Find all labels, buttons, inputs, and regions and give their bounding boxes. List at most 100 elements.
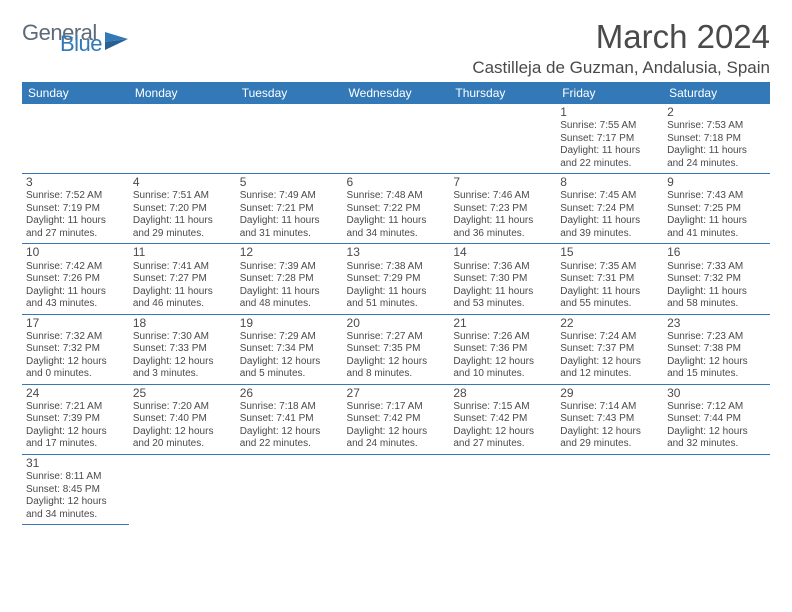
sunset-line: Sunset: 7:40 PM [133, 413, 232, 426]
sunrise-line: Sunrise: 7:38 AM [347, 261, 446, 274]
sunset-line: Sunset: 7:22 PM [347, 203, 446, 216]
sunrise-line: Sunrise: 7:48 AM [347, 190, 446, 203]
sunset-line: Sunset: 7:17 PM [560, 133, 659, 146]
calendar-day-cell: 3Sunrise: 7:52 AMSunset: 7:19 PMDaylight… [22, 174, 129, 244]
day-number: 10 [26, 246, 125, 259]
calendar-empty-cell [343, 104, 450, 174]
sunrise-line: Sunrise: 7:52 AM [26, 190, 125, 203]
daylight-line: Daylight: 12 hours and 17 minutes. [26, 426, 125, 451]
sunrise-line: Sunrise: 7:26 AM [453, 331, 552, 344]
daylight-line: Daylight: 11 hours and 39 minutes. [560, 215, 659, 240]
calendar-empty-cell [22, 104, 129, 174]
calendar-empty-cell [663, 454, 770, 524]
sunset-line: Sunset: 7:32 PM [667, 273, 766, 286]
calendar-day-cell: 21Sunrise: 7:26 AMSunset: 7:36 PMDayligh… [449, 314, 556, 384]
sunrise-line: Sunrise: 7:55 AM [560, 120, 659, 133]
calendar-day-cell: 6Sunrise: 7:48 AMSunset: 7:22 PMDaylight… [343, 174, 450, 244]
daylight-line: Daylight: 11 hours and 46 minutes. [133, 286, 232, 311]
day-number: 20 [347, 317, 446, 330]
calendar-week: 1Sunrise: 7:55 AMSunset: 7:17 PMDaylight… [22, 104, 770, 174]
daylight-line: Daylight: 11 hours and 41 minutes. [667, 215, 766, 240]
sunset-line: Sunset: 7:32 PM [26, 343, 125, 356]
calendar-day-cell: 23Sunrise: 7:23 AMSunset: 7:38 PMDayligh… [663, 314, 770, 384]
sunrise-line: Sunrise: 7:14 AM [560, 401, 659, 414]
sunset-line: Sunset: 7:18 PM [667, 133, 766, 146]
day-number: 5 [240, 176, 339, 189]
logo-blue: Blue [60, 35, 102, 54]
daylight-line: Daylight: 12 hours and 0 minutes. [26, 356, 125, 381]
daylight-line: Daylight: 11 hours and 51 minutes. [347, 286, 446, 311]
daylight-line: Daylight: 11 hours and 22 minutes. [560, 145, 659, 170]
calendar-day-cell: 20Sunrise: 7:27 AMSunset: 7:35 PMDayligh… [343, 314, 450, 384]
daylight-line: Daylight: 12 hours and 5 minutes. [240, 356, 339, 381]
daylight-line: Daylight: 12 hours and 22 minutes. [240, 426, 339, 451]
daylight-line: Daylight: 12 hours and 29 minutes. [560, 426, 659, 451]
calendar-table: SundayMondayTuesdayWednesdayThursdayFrid… [22, 82, 770, 525]
sunrise-line: Sunrise: 7:51 AM [133, 190, 232, 203]
day-number: 21 [453, 317, 552, 330]
day-number: 22 [560, 317, 659, 330]
sunset-line: Sunset: 7:20 PM [133, 203, 232, 216]
sunset-line: Sunset: 7:30 PM [453, 273, 552, 286]
day-number: 13 [347, 246, 446, 259]
day-number: 12 [240, 246, 339, 259]
calendar-day-cell: 26Sunrise: 7:18 AMSunset: 7:41 PMDayligh… [236, 384, 343, 454]
daylight-line: Daylight: 12 hours and 24 minutes. [347, 426, 446, 451]
sunset-line: Sunset: 7:24 PM [560, 203, 659, 216]
calendar-day-cell: 8Sunrise: 7:45 AMSunset: 7:24 PMDaylight… [556, 174, 663, 244]
sunset-line: Sunset: 7:28 PM [240, 273, 339, 286]
sunrise-line: Sunrise: 7:35 AM [560, 261, 659, 274]
day-number: 3 [26, 176, 125, 189]
calendar-day-cell: 28Sunrise: 7:15 AMSunset: 7:42 PMDayligh… [449, 384, 556, 454]
sunrise-line: Sunrise: 7:32 AM [26, 331, 125, 344]
sunrise-line: Sunrise: 7:18 AM [240, 401, 339, 414]
flag-icon [104, 29, 130, 51]
sunset-line: Sunset: 7:27 PM [133, 273, 232, 286]
sunrise-line: Sunrise: 7:45 AM [560, 190, 659, 203]
daylight-line: Daylight: 12 hours and 3 minutes. [133, 356, 232, 381]
sunset-line: Sunset: 7:36 PM [453, 343, 552, 356]
calendar-day-cell: 16Sunrise: 7:33 AMSunset: 7:32 PMDayligh… [663, 244, 770, 314]
daylight-line: Daylight: 11 hours and 36 minutes. [453, 215, 552, 240]
daylight-line: Daylight: 11 hours and 55 minutes. [560, 286, 659, 311]
sunrise-line: Sunrise: 7:30 AM [133, 331, 232, 344]
sunrise-line: Sunrise: 7:17 AM [347, 401, 446, 414]
calendar-day-cell: 24Sunrise: 7:21 AMSunset: 7:39 PMDayligh… [22, 384, 129, 454]
sunrise-line: Sunrise: 7:33 AM [667, 261, 766, 274]
sunrise-line: Sunrise: 7:24 AM [560, 331, 659, 344]
calendar-day-cell: 12Sunrise: 7:39 AMSunset: 7:28 PMDayligh… [236, 244, 343, 314]
sunset-line: Sunset: 7:41 PM [240, 413, 339, 426]
day-number: 24 [26, 387, 125, 400]
day-number: 26 [240, 387, 339, 400]
calendar-day-cell: 31Sunrise: 8:11 AMSunset: 8:45 PMDayligh… [22, 454, 129, 524]
calendar-week: 10Sunrise: 7:42 AMSunset: 7:26 PMDayligh… [22, 244, 770, 314]
month-title: March 2024 [472, 18, 770, 56]
day-number: 9 [667, 176, 766, 189]
daylight-line: Daylight: 12 hours and 12 minutes. [560, 356, 659, 381]
calendar-day-cell: 9Sunrise: 7:43 AMSunset: 7:25 PMDaylight… [663, 174, 770, 244]
sunrise-line: Sunrise: 7:36 AM [453, 261, 552, 274]
logo: General Blue [22, 18, 130, 53]
calendar-empty-cell [129, 104, 236, 174]
day-number: 6 [347, 176, 446, 189]
sunset-line: Sunset: 7:39 PM [26, 413, 125, 426]
sunset-line: Sunset: 7:43 PM [560, 413, 659, 426]
calendar-day-cell: 19Sunrise: 7:29 AMSunset: 7:34 PMDayligh… [236, 314, 343, 384]
calendar-day-cell: 2Sunrise: 7:53 AMSunset: 7:18 PMDaylight… [663, 104, 770, 174]
weekday-header: Thursday [449, 82, 556, 104]
sunrise-line: Sunrise: 7:49 AM [240, 190, 339, 203]
weekday-header: Sunday [22, 82, 129, 104]
sunset-line: Sunset: 7:21 PM [240, 203, 339, 216]
sunrise-line: Sunrise: 7:39 AM [240, 261, 339, 274]
sunrise-line: Sunrise: 7:43 AM [667, 190, 766, 203]
sunrise-line: Sunrise: 7:20 AM [133, 401, 232, 414]
calendar-week: 17Sunrise: 7:32 AMSunset: 7:32 PMDayligh… [22, 314, 770, 384]
day-number: 23 [667, 317, 766, 330]
day-number: 7 [453, 176, 552, 189]
calendar-day-cell: 15Sunrise: 7:35 AMSunset: 7:31 PMDayligh… [556, 244, 663, 314]
day-number: 8 [560, 176, 659, 189]
day-number: 31 [26, 457, 125, 470]
calendar-empty-cell [449, 454, 556, 524]
day-number: 18 [133, 317, 232, 330]
calendar-day-cell: 10Sunrise: 7:42 AMSunset: 7:26 PMDayligh… [22, 244, 129, 314]
